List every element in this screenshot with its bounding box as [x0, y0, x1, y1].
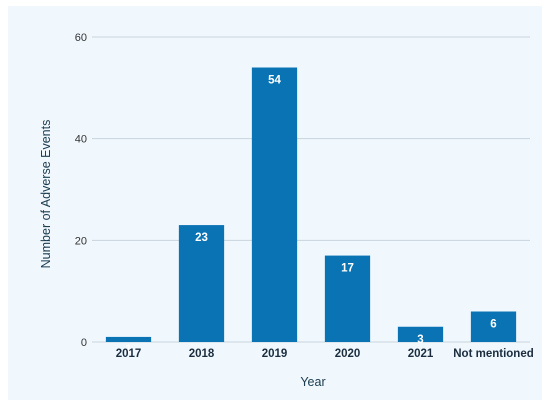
- bar: [324, 255, 371, 342]
- x-tick-label: Not mentioned: [453, 348, 534, 360]
- y-axis-ticks: 0 20 40 60: [75, 32, 87, 349]
- y-tick-label: 60: [75, 32, 87, 44]
- gridlines: [92, 36, 530, 343]
- chart-frame: 0 20 40 60 1 23 54 17 3 6 2017 2018 2019 2020 2021 No…: [8, 6, 542, 400]
- data-label: 6: [490, 319, 496, 331]
- bar: [178, 225, 225, 342]
- data-label: 23: [195, 232, 208, 244]
- bar: [470, 311, 517, 342]
- x-tick-label: 2018: [189, 348, 215, 360]
- data-label: 3: [417, 334, 423, 346]
- x-tick-label: 2020: [335, 348, 361, 360]
- y-tick-label: 40: [75, 134, 87, 146]
- bar: [105, 336, 152, 342]
- bar: [251, 67, 298, 342]
- data-label: 1: [125, 344, 132, 356]
- x-tick-label: 2017: [116, 348, 142, 360]
- bars: [105, 67, 517, 342]
- x-tick-label: 2019: [262, 348, 288, 360]
- x-axis-title: Year: [300, 375, 325, 389]
- y-tick-label: 0: [81, 337, 87, 349]
- data-labels: 1 23 54 17 3 6: [125, 75, 496, 356]
- y-axis-title: Number of Adverse Events: [39, 120, 53, 269]
- data-label: 54: [268, 75, 281, 87]
- y-tick-label: 20: [75, 235, 87, 247]
- data-label: 17: [341, 263, 354, 275]
- bar-chart: 0 20 40 60 1 23 54 17 3 6 2017 2018 2019 2020 2021 No…: [39, 32, 534, 389]
- x-tick-label: 2021: [408, 348, 434, 360]
- bar: [397, 326, 444, 342]
- x-axis-ticks: 2017 2018 2019 2020 2021 Not mentioned: [116, 348, 534, 360]
